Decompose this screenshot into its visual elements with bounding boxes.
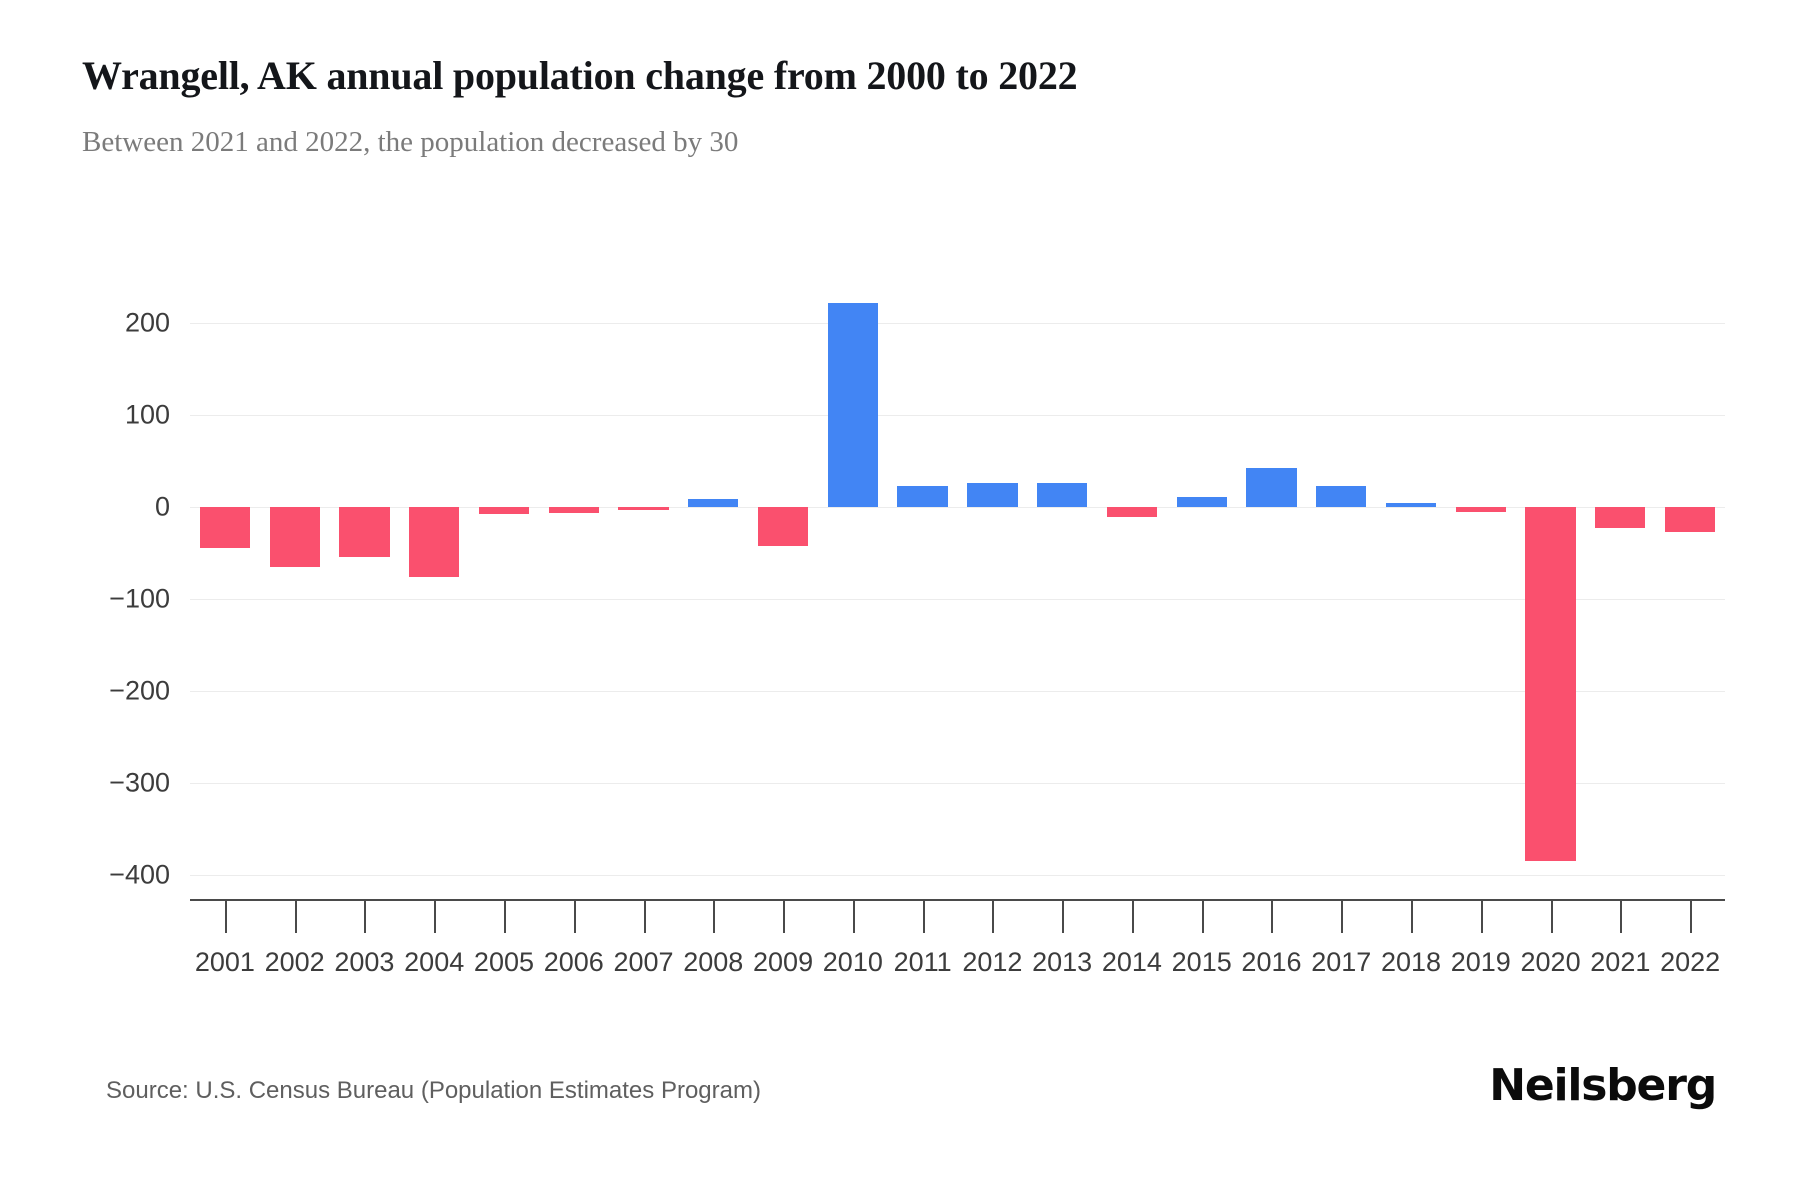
x-tick-label-2011: 2011 xyxy=(893,947,952,977)
x-tick-label-2013: 2013 xyxy=(1032,947,1093,977)
bar-2012[interactable] xyxy=(967,483,1018,507)
x-tick-2009 xyxy=(783,899,786,933)
x-tick-2001 xyxy=(224,899,227,933)
x-tick-2021 xyxy=(1620,899,1623,933)
page-title: Wrangell, AK annual population change fr… xyxy=(82,53,1078,98)
bar-2006[interactable] xyxy=(548,507,599,514)
x-tick-2002 xyxy=(294,899,297,933)
bar-2001[interactable] xyxy=(199,507,250,549)
bar-2011[interactable] xyxy=(897,485,948,507)
x-tick-label-2016: 2016 xyxy=(1241,947,1302,977)
bar-2003[interactable] xyxy=(339,507,390,557)
bar-2009[interactable] xyxy=(757,507,809,546)
x-tick-2017 xyxy=(1341,899,1344,933)
bar-2020[interactable] xyxy=(1525,507,1576,862)
x-tick-label-2017: 2017 xyxy=(1311,947,1372,977)
y-tick-label: 200 xyxy=(124,307,170,338)
x-tick-label-2002: 2002 xyxy=(264,947,325,977)
brand-logo: Neilsberg xyxy=(1489,1060,1717,1111)
x-tick-2005 xyxy=(503,899,506,933)
x-tick-label-2007: 2007 xyxy=(613,947,674,977)
y-tick-label: −400 xyxy=(109,859,170,890)
x-tick-label-2009: 2009 xyxy=(753,947,814,977)
bar-2007[interactable] xyxy=(618,507,669,510)
x-tick-label-2005: 2005 xyxy=(473,947,535,977)
bar-2014[interactable] xyxy=(1106,507,1158,518)
gridline--300 xyxy=(190,783,1725,784)
y-tick-label: 0 xyxy=(154,491,170,522)
x-tick-label-2012: 2012 xyxy=(962,947,1023,977)
gridline-200 xyxy=(190,323,1725,324)
y-tick-label: −100 xyxy=(109,583,170,614)
x-tick-2016 xyxy=(1271,899,1274,933)
x-tick-label-2014: 2014 xyxy=(1101,947,1162,977)
x-tick-label-2021: 2021 xyxy=(1590,947,1651,977)
bar-2017[interactable] xyxy=(1316,485,1367,507)
gridline--100 xyxy=(190,599,1725,600)
x-tick-2010 xyxy=(852,899,855,933)
source-note: Source: U.S. Census Bureau (Population E… xyxy=(106,1077,761,1104)
x-tick-label-2019: 2019 xyxy=(1450,947,1511,977)
x-tick-2019 xyxy=(1480,899,1483,933)
y-tick-label: −200 xyxy=(109,675,170,706)
x-tick-label-2020: 2020 xyxy=(1520,947,1581,977)
x-tick-label-2006: 2006 xyxy=(543,947,604,977)
bar-2013[interactable] xyxy=(1037,483,1088,507)
x-tick-2022 xyxy=(1690,899,1693,933)
page-subtitle: Between 2021 and 2022, the population de… xyxy=(82,126,739,158)
x-tick-2007 xyxy=(643,899,646,933)
x-tick-label-2001: 2001 xyxy=(194,947,255,977)
x-tick-label-2010: 2010 xyxy=(822,947,883,977)
x-tick-2015 xyxy=(1201,899,1204,933)
bar-2016[interactable] xyxy=(1246,468,1297,507)
x-tick-label-2018: 2018 xyxy=(1380,947,1442,977)
x-tick-2003 xyxy=(364,899,367,933)
x-axis-line xyxy=(190,899,1725,901)
bar-2019[interactable] xyxy=(1455,507,1506,512)
bar-2005[interactable] xyxy=(478,507,530,515)
x-tick-label-2022: 2022 xyxy=(1660,947,1721,977)
y-tick-label: 100 xyxy=(124,399,170,430)
bar-2021[interactable] xyxy=(1595,507,1646,529)
x-tick-2006 xyxy=(573,899,576,933)
x-tick-label-2008: 2008 xyxy=(683,947,744,977)
x-tick-label-2003: 2003 xyxy=(334,947,395,977)
gridline-0 xyxy=(190,507,1725,508)
x-tick-label-2015: 2015 xyxy=(1171,947,1232,977)
x-tick-2011 xyxy=(922,899,925,933)
bar-2018[interactable] xyxy=(1385,503,1437,507)
y-tick-label: −300 xyxy=(109,767,170,798)
gridline--200 xyxy=(190,691,1725,692)
bar-2004[interactable] xyxy=(409,507,460,577)
x-tick-2004 xyxy=(434,899,437,933)
x-tick-label-2004: 2004 xyxy=(404,947,465,977)
bar-2002[interactable] xyxy=(269,507,320,567)
x-tick-2012 xyxy=(992,899,995,933)
x-tick-2020 xyxy=(1550,899,1553,933)
x-tick-2018 xyxy=(1411,899,1414,933)
x-tick-2014 xyxy=(1131,899,1134,933)
bar-2015[interactable] xyxy=(1176,496,1227,507)
bar-2022[interactable] xyxy=(1664,507,1716,532)
x-tick-2008 xyxy=(713,899,716,933)
bar-2010[interactable] xyxy=(827,302,878,507)
bar-2008[interactable] xyxy=(688,498,739,507)
x-tick-2013 xyxy=(1062,899,1065,933)
gridline-100 xyxy=(190,415,1725,416)
gridline--400 xyxy=(190,875,1725,876)
